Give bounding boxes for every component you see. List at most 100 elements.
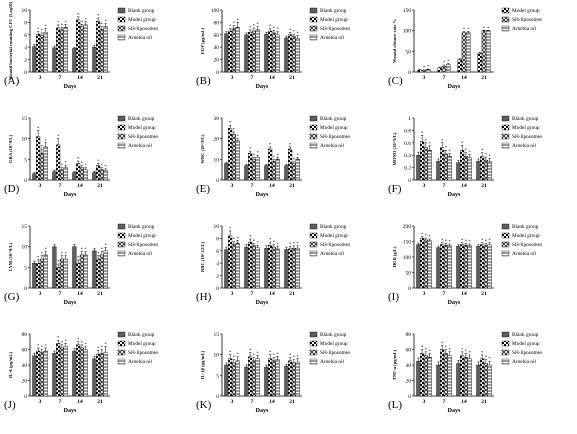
legend-swatch: [309, 340, 318, 347]
bar: [440, 244, 445, 289]
significance-star: *: [237, 352, 240, 357]
y-tick-label: 1: [408, 116, 411, 122]
bar: [251, 360, 256, 397]
legend-label: Arnebia oil: [320, 251, 345, 257]
legend-label: Model group: [128, 125, 156, 131]
bar: [92, 358, 97, 397]
x-tick-label: 14: [461, 75, 467, 81]
legend-swatch: [117, 232, 126, 239]
x-tick-label: 3: [423, 399, 426, 405]
legend-label: Arnebia oil: [128, 143, 153, 149]
bar: [251, 30, 256, 73]
legend-label: Model group: [512, 341, 540, 347]
bar: [440, 349, 445, 397]
legend-label: Blank group: [128, 116, 155, 122]
significance-star: *: [229, 350, 232, 355]
bar: [423, 147, 428, 181]
bar: [456, 162, 461, 181]
significance-star: *: [97, 158, 100, 163]
bar: [485, 30, 491, 73]
significance-star: *: [485, 355, 488, 360]
y-tick-label: 200: [403, 224, 412, 230]
significance-star: *: [85, 247, 88, 252]
bar: [480, 244, 485, 289]
x-tick-label: 7: [443, 399, 446, 405]
bar: [39, 35, 44, 73]
significance-star: *: [289, 142, 292, 147]
x-tick-label: 21: [289, 183, 295, 189]
bar: [52, 171, 57, 181]
legend-label: Blank group: [512, 224, 539, 230]
bar: [445, 64, 451, 73]
bar: [63, 167, 68, 181]
bar: [416, 244, 421, 289]
y-tick-label: 50: [406, 271, 412, 277]
bar: [59, 258, 64, 289]
bar: [423, 355, 428, 397]
bar: [288, 148, 293, 181]
significance-star: *: [481, 238, 484, 243]
legend-swatch: [117, 223, 126, 230]
significance-star: *: [77, 156, 80, 161]
bar: [447, 156, 452, 181]
x-tick-label: 3: [39, 183, 42, 189]
significance-star: *: [249, 146, 252, 151]
legend-label: Blank group: [128, 8, 155, 14]
bar: [420, 141, 425, 181]
bar: [436, 161, 441, 181]
x-axis-label: Days: [256, 192, 269, 198]
legend-swatch: [501, 25, 510, 32]
y-tick-label: 0: [408, 286, 411, 292]
significance-star: *: [77, 337, 80, 342]
significance-star: *: [297, 354, 300, 359]
y-tick-label: 4: [24, 45, 27, 51]
bar: [465, 32, 471, 73]
legend-label: Arnebia oil: [512, 143, 537, 149]
x-tick-label: 7: [443, 291, 446, 297]
bar: [56, 267, 61, 289]
x-tick-label: 7: [443, 183, 446, 189]
x-axis-label: Days: [64, 192, 77, 198]
y-tick-label: 60: [406, 348, 412, 354]
significance-star: *: [423, 65, 426, 70]
legend-swatch: [501, 142, 510, 149]
significance-star: *: [441, 341, 444, 346]
significance-star: *: [85, 163, 88, 168]
bar: [251, 245, 256, 289]
y-tick-label: 2: [216, 274, 219, 280]
y-tick-label: 100: [403, 29, 412, 35]
bar: [224, 33, 229, 73]
bar: [248, 32, 253, 73]
x-tick-label: 14: [269, 75, 275, 81]
bar: [427, 240, 432, 289]
bar: [416, 155, 421, 181]
legend-swatch: [309, 115, 318, 122]
bar: [103, 170, 108, 181]
legend-label: SH-liposomes: [320, 134, 350, 140]
legend-swatch: [117, 115, 126, 122]
bar: [251, 159, 256, 181]
significance-star: *: [41, 144, 44, 149]
significance-star: *: [273, 25, 276, 30]
bar: [483, 245, 488, 289]
significance-star: *: [269, 350, 272, 355]
legend-swatch: [309, 142, 318, 149]
bar: [231, 134, 236, 181]
bar: [295, 361, 300, 397]
significance-star: *: [429, 348, 432, 353]
bar: [244, 246, 249, 289]
significance-star: *: [269, 237, 272, 242]
x-tick-label: 3: [39, 291, 42, 297]
legend-swatch: [309, 16, 318, 23]
legend-label: Arnebia oil: [512, 26, 537, 32]
y-axis-label: IL-1β (pg/mL): [200, 350, 205, 379]
significance-star: *: [237, 134, 240, 139]
bar: [235, 27, 240, 73]
legend-swatch: [501, 223, 510, 230]
x-axis-label: Days: [448, 408, 461, 414]
bar: [476, 161, 481, 181]
bar: [264, 165, 269, 181]
